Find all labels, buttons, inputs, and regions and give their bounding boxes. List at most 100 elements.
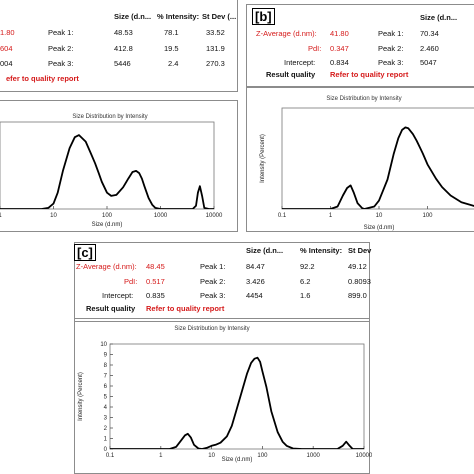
chart-title-b: Size Distribution by Intensity — [326, 96, 401, 102]
peak1-size-c: 84.47 — [246, 262, 265, 271]
y-tick-label-c: 9 — [104, 353, 108, 359]
intercept-label-b: Intercept: — [284, 58, 316, 67]
peak2-size-c: 3.426 — [246, 277, 265, 286]
intercept-value-a: 004 — [0, 59, 13, 68]
x-axis-label-c: Size (d.nm) — [222, 457, 253, 463]
peak3-label-a: Peak 3: — [48, 59, 74, 68]
series-line-a — [0, 134, 214, 209]
pdi-label-b: PdI: — [308, 44, 322, 53]
x-tick-label-c: 100 — [257, 453, 268, 459]
x-tick-label-c: 10 — [208, 453, 215, 459]
panel-tag-c: [c] — [74, 244, 96, 261]
zaverage-label-b: Z-Average (d.nm): — [256, 29, 317, 38]
zaverage-value-c: 48.45 — [146, 262, 165, 271]
chart-title-c: Size Distribution by Intensity — [174, 326, 249, 332]
y-tick-label-c: 5 — [104, 395, 108, 401]
x-tick-label-b: 100 — [422, 213, 433, 219]
panel-a: Size (d.n... % Intensity: St Dev (... 1.… — [0, 0, 242, 232]
intercept-value-c: 0.835 — [146, 291, 165, 300]
plot-area-a — [0, 121, 215, 210]
quality-report-link-c[interactable]: Refer to quality report — [146, 304, 225, 313]
peak2-stdev-c: 0.8093 — [348, 277, 371, 286]
header-stdev-c: St Dev (d.n... — [348, 246, 372, 255]
peak3-label-b: Peak 3: — [378, 58, 404, 67]
quality-report-link-a[interactable]: efer to quality report — [6, 74, 79, 83]
panel-b: [b] Size (d.n... Z-Average (d.nm): 41.80… — [244, 0, 474, 232]
zaverage-label-c: Z-Average (d.nm): — [76, 262, 137, 271]
peak3-size-b: 5047 — [420, 58, 437, 67]
y-tick-label-c: 7 — [104, 374, 108, 380]
pdi-value-b: 0.347 — [330, 44, 349, 53]
peak1-intensity-a: 78.1 — [164, 28, 179, 37]
chart-b: Size Distribution by Intensity 0.1 1 10 100 S… — [260, 96, 474, 231]
peak1-size-a: 48.53 — [114, 28, 133, 37]
intercept-value-b: 0.834 — [330, 58, 349, 67]
peak1-stdev-c: 49.12 — [348, 262, 367, 271]
pdi-label-c: PdI: — [124, 277, 138, 286]
x-tick-label-a: 100 — [102, 213, 113, 219]
x-tick-label-c: 10000 — [356, 453, 372, 459]
peak2-size-a: 412.8 — [114, 44, 133, 53]
x-axis-label-a: Size (d.nm) — [92, 222, 123, 228]
x-tick-label-b: 10 — [376, 213, 383, 219]
peak2-label-c: Peak 2: — [200, 277, 226, 286]
peak2-stdev-a: 131.9 — [206, 44, 225, 53]
x-tick-label-c: 1 — [159, 453, 163, 459]
peak3-label-c: Peak 3: — [200, 291, 226, 300]
series-line-b — [282, 126, 474, 209]
peak3-intensity-a: 2.4 — [168, 59, 179, 68]
result-quality-label-b: Result quality — [266, 70, 316, 79]
peak1-stdev-a: 33.52 — [206, 28, 225, 37]
chart-a: Size Distribution by Intensity 1 10 100 1000… — [0, 114, 223, 228]
result-quality-label-c: Result quality — [86, 304, 136, 313]
peak1-size-b: 70.34 — [420, 29, 439, 38]
header-intensity-a: % Intensity: — [157, 12, 200, 21]
x-tick-label-a: 10 — [50, 213, 57, 219]
panel-c: [c] Size (d.n... % Intensity: St Dev (d.… — [72, 240, 372, 474]
header-intensity-c: % Intensity: — [300, 246, 343, 255]
panel-tag-b: [b] — [252, 8, 275, 25]
zaverage-value-b: 41.80 — [330, 29, 349, 38]
x-tick-label-a: 10000 — [206, 213, 223, 219]
x-tick-label-a: 1000 — [154, 213, 168, 219]
peak2-label-b: Peak 2: — [378, 44, 404, 53]
peak2-intensity-a: 19.5 — [164, 44, 179, 53]
peak3-intensity-c: 1.6 — [300, 291, 311, 300]
peak2-size-b: 2.460 — [420, 44, 439, 53]
quality-report-link-b[interactable]: Refer to quality report — [330, 70, 409, 79]
zaverage-value-a: 1.80 — [0, 28, 15, 37]
chart-frame-a — [0, 100, 238, 232]
plot-area-c — [109, 343, 365, 450]
results-frame-b — [246, 4, 474, 88]
chart-title-a: Size Distribution by Intensity — [72, 114, 147, 120]
header-stdev-a: St Dev (... — [202, 12, 237, 21]
chart-frame-b — [246, 86, 474, 232]
y-tick-label-c: 4 — [104, 405, 108, 411]
peak3-size-c: 4454 — [246, 291, 263, 300]
y-tick-label-c: 1 — [104, 437, 108, 443]
peak1-intensity-c: 92.2 — [300, 262, 315, 271]
y-tick-label-c: 6 — [104, 384, 108, 390]
peak1-label-c: Peak 1: — [200, 262, 226, 271]
header-size-a: Size (d.n... — [114, 12, 152, 21]
peak2-label-a: Peak 2: — [48, 44, 74, 53]
y-tick-label-c: 10 — [100, 342, 107, 348]
y-tick-label-c: 0 — [104, 447, 108, 453]
peak2-intensity-c: 6.2 — [300, 277, 311, 286]
peak1-label-b: Peak 1: — [378, 29, 404, 38]
x-tick-label-c: 1000 — [307, 453, 321, 459]
x-axis-label-b: Size (d.nm) — [364, 225, 395, 231]
results-frame-c — [74, 242, 370, 322]
peak3-stdev-c: 899.0 — [348, 291, 367, 300]
x-tick-label-b: 1 — [329, 213, 333, 219]
pdi-value-c: 0.517 — [146, 277, 165, 286]
plot-area-b — [281, 107, 474, 210]
peak3-size-a: 5446 — [114, 59, 131, 68]
intercept-label-c: Intercept: — [102, 291, 134, 300]
peak3-stdev-a: 270.3 — [206, 59, 225, 68]
x-tick-label-b: 0.1 — [278, 213, 287, 219]
y-tick-label-c: 2 — [104, 426, 108, 432]
x-tick-label-a: 1 — [0, 213, 2, 219]
y-tick-label-c: 8 — [104, 363, 108, 369]
series-line-c — [110, 356, 364, 449]
